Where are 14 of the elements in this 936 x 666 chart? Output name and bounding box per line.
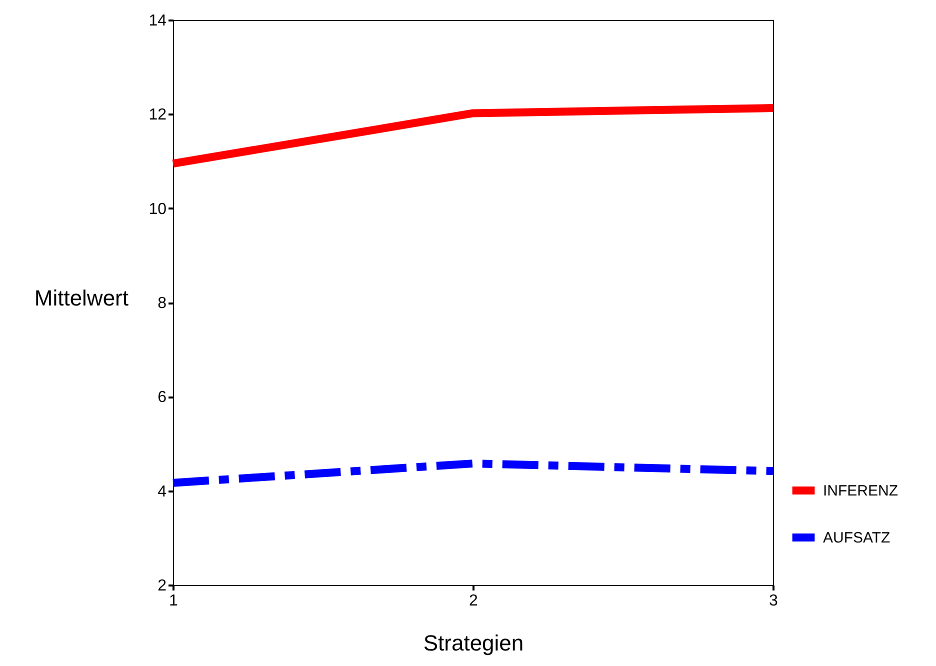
y-tick-label: 8 (158, 295, 167, 312)
legend-label: AUFSATZ (823, 530, 890, 546)
y-tick-label: 4 (158, 483, 167, 500)
y-tick-label: 14 (148, 12, 167, 30)
x-axis-title: Strategien (423, 630, 524, 656)
y-tick-label: 10 (148, 200, 167, 218)
x-tick-label: 1 (169, 592, 178, 610)
y-axis-title: Mittelwert (34, 286, 128, 310)
y-tick-label: 12 (148, 106, 167, 124)
x-tick-label: 3 (769, 592, 778, 610)
x-tick-label: 2 (469, 592, 478, 610)
y-tick-label: 6 (158, 389, 167, 406)
legend-label: INFERENZ (823, 482, 898, 500)
y-tick-label: 2 (158, 578, 167, 594)
